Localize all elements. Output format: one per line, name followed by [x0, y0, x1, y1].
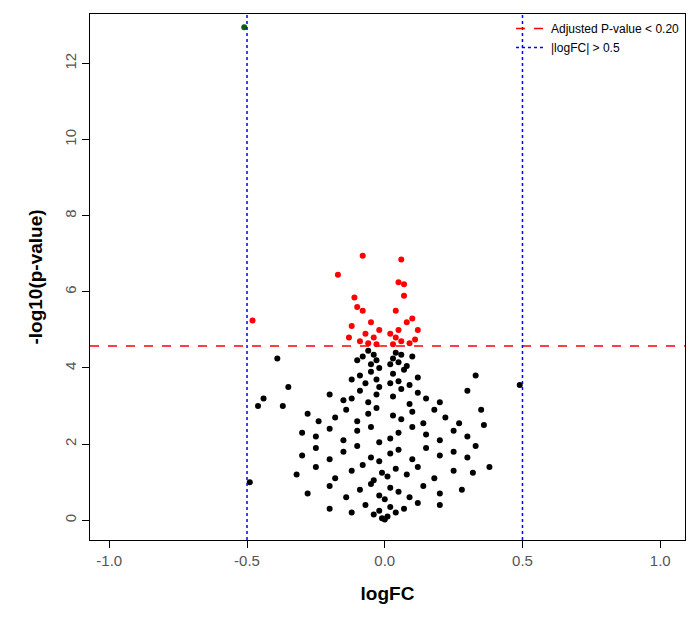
- svg-text:1.0: 1.0: [650, 552, 671, 569]
- svg-text:Adjusted P-value < 0.20: Adjusted P-value < 0.20: [551, 22, 679, 36]
- svg-text:|logFC| > 0.5: |logFC| > 0.5: [551, 41, 620, 55]
- svg-text:0: 0: [62, 514, 79, 522]
- svg-text:-log10(p-value): -log10(p-value): [25, 209, 46, 344]
- svg-text:8: 8: [62, 209, 79, 217]
- svg-text:logFC: logFC: [361, 583, 415, 604]
- svg-text:10: 10: [62, 129, 79, 146]
- svg-text:12: 12: [62, 53, 79, 70]
- svg-text:2: 2: [62, 438, 79, 446]
- svg-text:4: 4: [62, 362, 79, 370]
- svg-text:0.0: 0.0: [374, 552, 395, 569]
- svg-text:-1.0: -1.0: [96, 552, 122, 569]
- svg-text:0.5: 0.5: [512, 552, 533, 569]
- svg-text:6: 6: [62, 285, 79, 293]
- svg-text:-0.5: -0.5: [234, 552, 260, 569]
